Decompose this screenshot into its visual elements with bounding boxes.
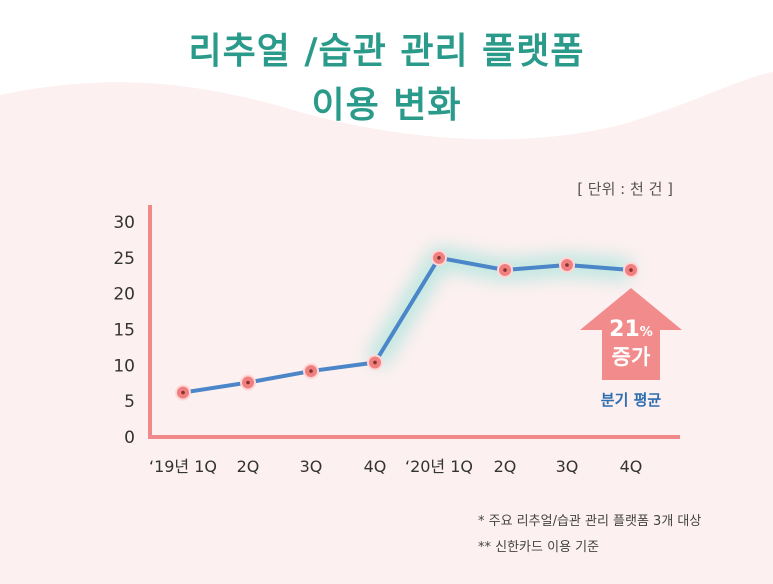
y-tick-label: 15	[113, 321, 135, 341]
x-tick-label: 4Q	[620, 457, 643, 476]
x-tick-label: 3Q	[300, 457, 323, 476]
data-point-center	[503, 268, 507, 272]
data-point-center	[629, 268, 633, 272]
increase-caption: 분기 평균	[601, 391, 662, 409]
chart-title-line2: 이용 변화	[311, 85, 462, 126]
y-tick-label: 20	[113, 285, 135, 305]
unit-label: [ 단위 : 천 건 ]	[577, 180, 673, 198]
chart-title-line1: 리추얼 /습관 관리 플랫폼	[188, 31, 585, 72]
data-point-center	[181, 390, 185, 395]
y-tick-label: 25	[113, 249, 135, 269]
increase-text: 증가	[612, 345, 651, 369]
x-tick-label: ‘19년 1Q	[149, 457, 217, 476]
data-point-center	[565, 263, 569, 267]
x-tick-label: 2Q	[237, 457, 260, 476]
data-point-center	[246, 380, 250, 385]
data-point-center	[437, 256, 441, 260]
y-tick-label: 10	[113, 356, 135, 376]
footnote-2: ** 신한카드 이용 기준	[478, 540, 600, 555]
x-tick-label: ‘20년 1Q	[405, 457, 473, 476]
increase-arrow	[580, 288, 682, 380]
series-line	[182, 255, 632, 395]
x-tick-label: 4Q	[364, 457, 387, 476]
data-point-center	[373, 360, 377, 365]
y-tick-label: 0	[124, 428, 135, 448]
data-point-center	[309, 369, 313, 373]
y-tick-label: 5	[124, 392, 135, 412]
footnote-1: * 주요 리추얼/습관 관리 플랫폼 3개 대상	[478, 514, 702, 529]
x-tick-label: 3Q	[556, 457, 579, 476]
y-tick-label: 30	[113, 213, 135, 233]
x-tick-label: 2Q	[494, 457, 517, 476]
increase-value: 21%	[609, 317, 653, 342]
